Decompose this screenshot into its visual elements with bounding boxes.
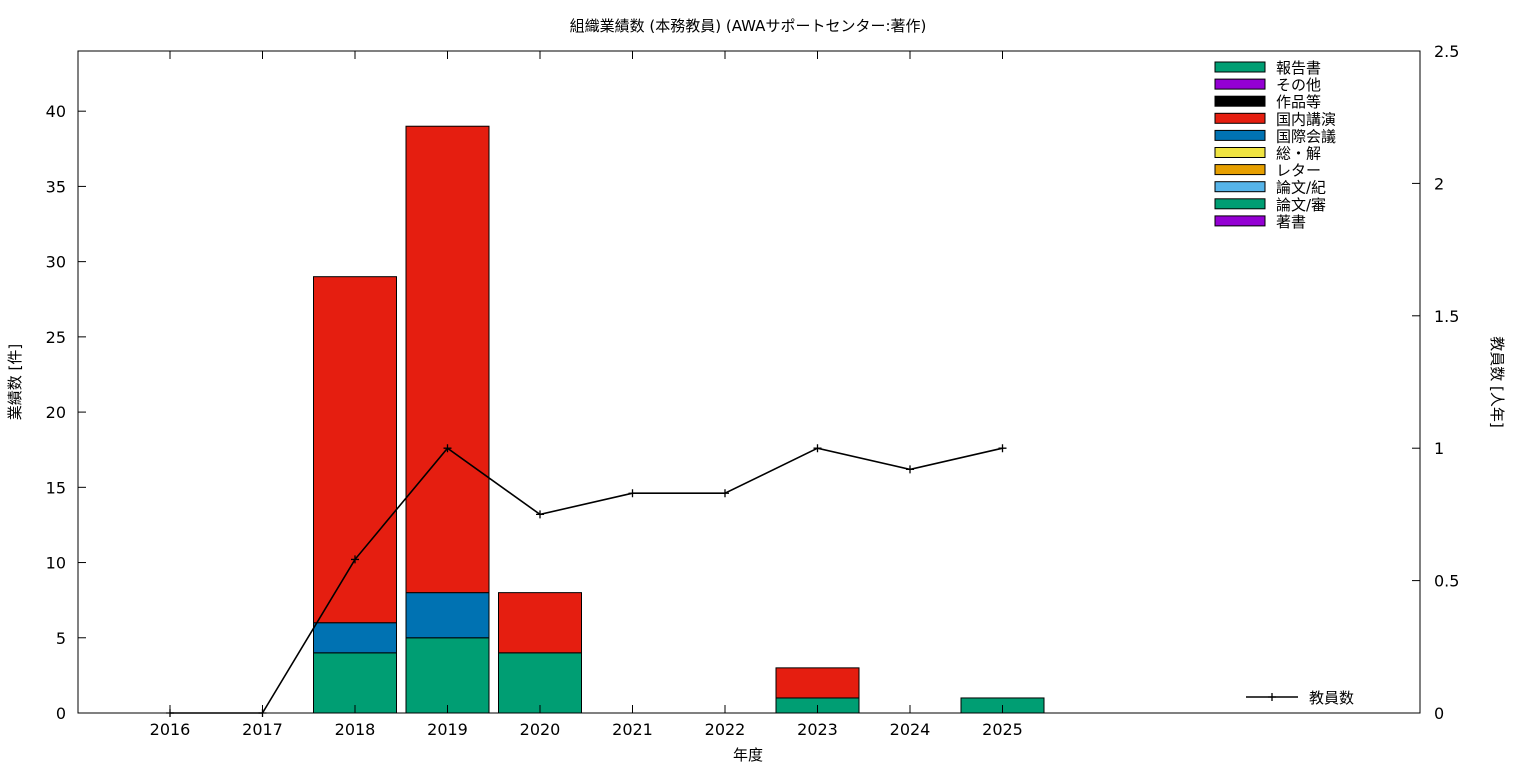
x-tick-label: 2016 — [150, 720, 191, 739]
y2-tick-label: 0 — [1434, 704, 1444, 723]
legend-swatch — [1214, 147, 1266, 158]
y-tick-label: 20 — [46, 403, 66, 422]
plot-frame — [77, 50, 1421, 714]
legend-swatch — [1214, 95, 1266, 107]
y-tick-label: 5 — [56, 629, 66, 648]
x-tick-label: 2019 — [427, 720, 468, 739]
legend-label: その他 — [1276, 76, 1321, 94]
y2-tick-label: 2.5 — [1434, 42, 1459, 61]
legend-swatch — [1214, 215, 1266, 227]
legend-swatch — [1214, 112, 1266, 124]
bar-segment — [498, 652, 582, 714]
legend-swatch — [1214, 129, 1266, 141]
legend-swatch — [1214, 78, 1266, 90]
x-tick-label: 2023 — [797, 720, 838, 739]
legend-label: 論文/審 — [1276, 196, 1326, 214]
y2-tick-label: 1.5 — [1434, 307, 1459, 326]
line-point — [906, 465, 914, 474]
line-point — [813, 444, 822, 453]
line-point — [721, 489, 729, 498]
legend-label: 著書 — [1276, 213, 1306, 231]
line-legend-marker — [1268, 693, 1276, 701]
y2-tick-label: 2 — [1434, 174, 1444, 193]
line-legend: 教員数 — [1246, 689, 1354, 707]
x-tick-label: 2022 — [705, 720, 746, 739]
bars-layer — [313, 125, 1045, 714]
legend-label: 総・解 — [1276, 145, 1321, 163]
bar-segment — [313, 652, 397, 714]
line-point — [998, 444, 1007, 453]
bar-segment — [313, 622, 397, 654]
legend-label: 国内講演 — [1276, 110, 1336, 128]
legend-swatch — [1214, 164, 1266, 176]
line-series-teachers — [170, 447, 1003, 714]
x-tick-label: 2020 — [520, 720, 561, 739]
chart-title: 組織業績数 (本務教員) (AWAサポートセンター:著作) — [570, 17, 927, 35]
bar-segment — [405, 125, 490, 594]
line-point — [351, 555, 359, 564]
y-tick-label: 25 — [46, 328, 66, 347]
x-tick-label: 2018 — [335, 720, 376, 739]
y-tick-label: 0 — [56, 704, 66, 723]
x-tick-label: 2024 — [890, 720, 931, 739]
legend-swatch — [1214, 198, 1266, 210]
legend-label: レター — [1276, 162, 1321, 180]
y-tick-label: 15 — [46, 478, 66, 497]
legend-label: 報告書 — [1276, 59, 1321, 77]
y2-tick-label: 1 — [1434, 439, 1444, 458]
legend-label: 作品等 — [1276, 93, 1321, 111]
line-legend-label: 教員数 — [1309, 689, 1354, 707]
legend-label: 国際会議 — [1276, 127, 1336, 145]
line-point — [628, 489, 637, 498]
legend-swatch — [1214, 181, 1266, 193]
line-layer — [166, 444, 1007, 717]
y-tick-label: 40 — [46, 102, 66, 121]
y-tick-label: 35 — [46, 177, 66, 196]
y-tick-label: 30 — [46, 253, 66, 272]
bar-segment — [405, 637, 490, 714]
legend-label: 論文/紀 — [1276, 179, 1326, 197]
y2-axis-title: 教員数 [人年] — [1488, 336, 1506, 427]
x-tick-label: 2017 — [242, 720, 283, 739]
y2-tick-label: 0.5 — [1434, 572, 1459, 591]
y-axis-title: 業績数 [件] — [6, 344, 24, 420]
bar-segment — [405, 592, 490, 639]
bar-segment — [313, 276, 397, 624]
bar-segment — [498, 592, 582, 654]
x-tick-label: 2021 — [612, 720, 653, 739]
line-point — [166, 709, 174, 717]
line-point — [258, 709, 267, 717]
bar-segment — [775, 667, 860, 699]
line-point — [443, 444, 452, 453]
x-axis-title: 年度 — [733, 746, 763, 764]
line-point — [536, 510, 544, 519]
y-tick-label: 10 — [46, 554, 66, 573]
x-tick-label: 2025 — [982, 720, 1023, 739]
legend-swatch — [1214, 61, 1266, 73]
